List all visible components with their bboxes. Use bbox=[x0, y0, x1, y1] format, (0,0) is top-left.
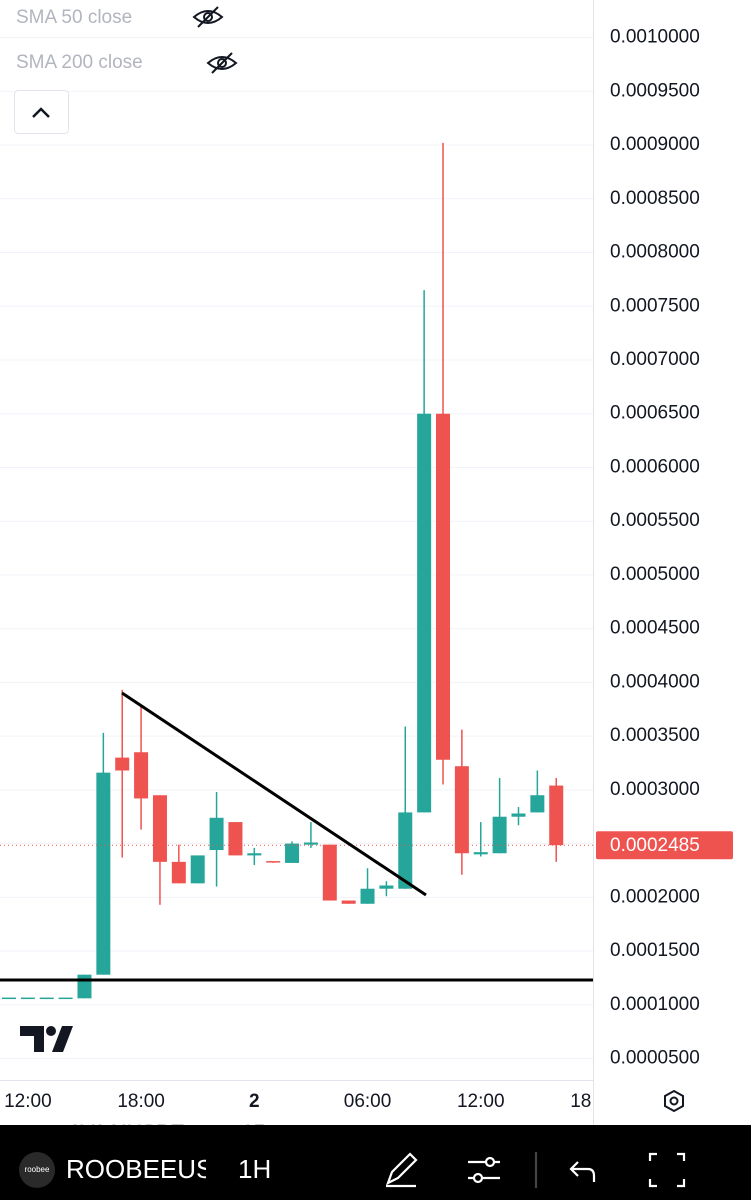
y-tick-label: 0.0004000 bbox=[610, 671, 700, 692]
indicator-icon bbox=[472, 1172, 484, 1184]
logo-text: roobee bbox=[25, 1165, 50, 1174]
candle-body bbox=[341, 900, 356, 904]
y-tick-label: 0.0005500 bbox=[610, 510, 700, 531]
y-tick-label: 0.0008000 bbox=[610, 242, 700, 263]
fullscreen-icon[interactable] bbox=[648, 1152, 686, 1188]
y-tick-label: 0.0002000 bbox=[610, 886, 700, 907]
y-tick-label: 0.0005000 bbox=[610, 564, 700, 585]
candle-body bbox=[77, 974, 92, 999]
candle-body bbox=[492, 816, 507, 854]
candle-body bbox=[2, 997, 16, 1000]
x-tick-label: 2 bbox=[249, 1091, 260, 1112]
tv-logo bbox=[20, 1026, 73, 1052]
candle-body bbox=[398, 812, 413, 889]
candle-body bbox=[209, 817, 224, 851]
candle-body bbox=[39, 997, 54, 1000]
collapse-icon bbox=[32, 107, 50, 118]
candle-body bbox=[473, 852, 488, 855]
candle-body bbox=[417, 413, 432, 813]
x-tick-label: 12:00 bbox=[4, 1091, 52, 1112]
axis: 0.0010000 0.0009500 0.0009000 0.0008500 0.00… bbox=[4, 27, 733, 1112]
candle-body bbox=[530, 795, 545, 813]
x-tick-label: 18:00 bbox=[570, 1091, 618, 1112]
candle-body bbox=[360, 888, 375, 904]
candle-body bbox=[171, 861, 186, 884]
toolbar bbox=[0, 1125, 751, 1200]
candle-body bbox=[58, 997, 73, 1000]
y-tick-label: 0.0001500 bbox=[610, 940, 700, 961]
candle-body bbox=[303, 842, 318, 845]
candle-body bbox=[190, 855, 205, 884]
x-tick-label: 12:00 bbox=[457, 1091, 505, 1112]
candle-body bbox=[152, 795, 167, 862]
candle-body bbox=[436, 413, 451, 760]
price-label: 0.0002485 bbox=[610, 835, 700, 856]
y-tick-label: 0.0004500 bbox=[610, 618, 700, 639]
y-tick-label: 0.0000500 bbox=[610, 1048, 700, 1069]
y-tick-label: 0.0006000 bbox=[610, 456, 700, 477]
candle-body bbox=[285, 843, 300, 863]
settings-icon bbox=[669, 1096, 679, 1106]
candle-body bbox=[228, 822, 243, 856]
candle-body bbox=[96, 772, 111, 975]
price-badge bbox=[596, 831, 733, 860]
candle-body bbox=[549, 785, 564, 846]
y-tick-label: 0.0006500 bbox=[610, 403, 700, 424]
y-tick-label: 0.0003500 bbox=[610, 725, 700, 746]
y-tick-label: 0.0008500 bbox=[610, 188, 700, 209]
logo-badge bbox=[19, 1152, 55, 1188]
legend-item: SMA 200 close bbox=[16, 52, 143, 73]
y-tick-label: 0.0010000 bbox=[610, 27, 700, 48]
collapse-button[interactable] bbox=[14, 90, 69, 134]
grid bbox=[0, 37, 593, 1060]
y-tick-label: 0.0009000 bbox=[610, 134, 700, 155]
candle-body bbox=[454, 766, 469, 854]
hide-icon[interactable] bbox=[206, 52, 238, 74]
candle-body bbox=[247, 853, 262, 856]
candle-body bbox=[511, 813, 526, 817]
candle-body bbox=[322, 844, 337, 901]
y-tick-label: 0.0001000 bbox=[610, 994, 700, 1015]
toolbar-icons bbox=[386, 1152, 686, 1188]
undo-icon[interactable] bbox=[569, 1161, 596, 1182]
symbol[interactable]: ROOBEEUSDT bbox=[66, 1154, 248, 1184]
candle-body bbox=[266, 861, 281, 863]
candle-body bbox=[134, 752, 149, 799]
trend-line bbox=[121, 691, 427, 897]
legend-item: SMA 50 close bbox=[16, 7, 132, 28]
y-tick-label: 0.0007000 bbox=[610, 349, 700, 370]
candle-body bbox=[379, 885, 394, 889]
draw-icon[interactable] bbox=[386, 1152, 418, 1188]
hide-icon[interactable] bbox=[192, 6, 224, 28]
symbol-box[interactable]: ROOBEEUSDT bbox=[66, 1154, 248, 1184]
candle-body bbox=[115, 757, 130, 771]
y-tick-label: 0.0009500 bbox=[610, 80, 700, 101]
interval[interactable]: 1H bbox=[238, 1154, 271, 1184]
candle-body bbox=[20, 997, 35, 1000]
settings-icon[interactable] bbox=[664, 1089, 684, 1113]
y-tick-label: 0.0003000 bbox=[610, 779, 700, 800]
indicator-icon bbox=[484, 1156, 496, 1168]
x-tick-label: 06:00 bbox=[344, 1091, 392, 1112]
candles bbox=[0, 142, 593, 1000]
y-tick-label: 0.0007500 bbox=[610, 295, 700, 316]
x-tick-label: 18:00 bbox=[117, 1091, 165, 1112]
